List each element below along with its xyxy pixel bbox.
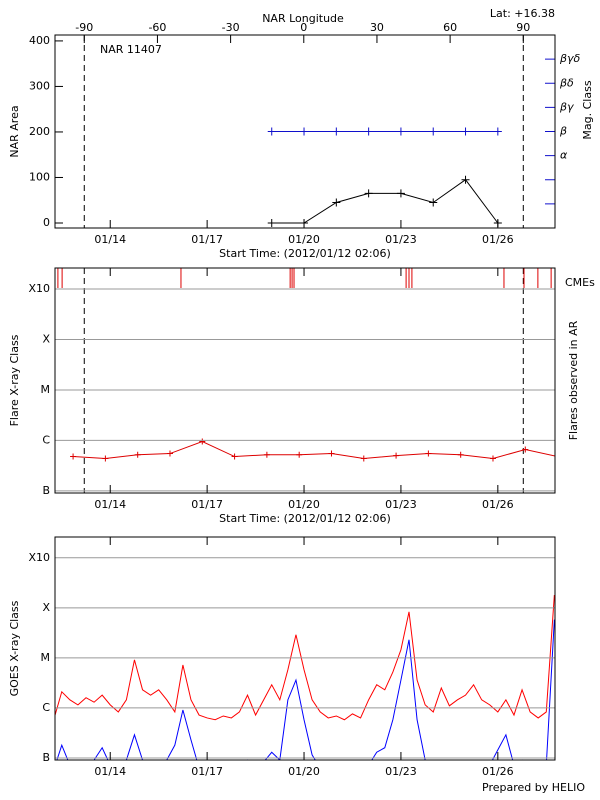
point-marker bbox=[360, 455, 367, 462]
y-tick-label: C bbox=[42, 433, 50, 446]
latitude-label: Lat: +16.38 bbox=[490, 7, 555, 20]
point-marker bbox=[267, 127, 276, 136]
x-tick-label: 01/23 bbox=[385, 765, 417, 778]
y-axis-label: GOES X-ray Class bbox=[8, 600, 21, 696]
x-tick-label: 01/26 bbox=[482, 233, 514, 246]
x-tick-label: 01/23 bbox=[385, 233, 417, 246]
x2-tick-label: -30 bbox=[222, 21, 240, 34]
plot-frame bbox=[54, 267, 556, 494]
x2-axis-label: NAR Longitude bbox=[262, 12, 344, 25]
point-marker bbox=[429, 198, 438, 207]
point-marker bbox=[457, 451, 464, 458]
point-marker bbox=[461, 127, 470, 136]
y-tick-label: X bbox=[42, 601, 50, 614]
plot-area bbox=[55, 595, 555, 760]
y-tick-label: M bbox=[41, 383, 51, 396]
y-tick-label: 0 bbox=[43, 216, 50, 229]
y-axis-label: NAR Area bbox=[8, 105, 21, 157]
x-tick-label: 01/17 bbox=[191, 498, 223, 511]
y2-tick-label: βγδ bbox=[559, 52, 581, 65]
point-marker bbox=[296, 451, 303, 458]
footer: Prepared by HELIO bbox=[482, 781, 585, 794]
cme-label: CMEs bbox=[565, 276, 595, 289]
y2-axis-label: Mag. Class bbox=[581, 80, 594, 139]
point-marker bbox=[328, 450, 335, 457]
point-marker bbox=[267, 218, 276, 227]
plot-area bbox=[83, 35, 524, 228]
point-marker bbox=[393, 452, 400, 459]
y-tick-label: M bbox=[41, 651, 51, 664]
point-marker bbox=[199, 438, 206, 445]
point-marker bbox=[461, 175, 470, 184]
series-line bbox=[73, 441, 555, 459]
x2-tick-label: 30 bbox=[370, 21, 384, 34]
x-tick-label: 01/26 bbox=[482, 498, 514, 511]
x2-tick-label: -60 bbox=[148, 21, 166, 34]
x-tick-label: 01/23 bbox=[385, 498, 417, 511]
plot-area bbox=[57, 268, 555, 493]
y2-tick-label: β bbox=[559, 125, 567, 138]
point-marker bbox=[231, 453, 238, 460]
x2-tick-label: 0 bbox=[300, 21, 307, 34]
x-axis-label: Start Time: (2012/01/12 02:06) bbox=[219, 512, 391, 525]
point-marker bbox=[263, 451, 270, 458]
y-tick-label: B bbox=[42, 484, 50, 497]
y-tick-label: X10 bbox=[28, 551, 50, 564]
series-line bbox=[55, 595, 555, 721]
y2-tick-label: α bbox=[560, 149, 568, 162]
y2-tick-label: βδ bbox=[559, 76, 574, 89]
y-tick-label: 400 bbox=[29, 34, 50, 47]
point-marker bbox=[134, 451, 141, 458]
x-tick-label: 01/14 bbox=[94, 498, 126, 511]
y-tick-label: 100 bbox=[29, 170, 50, 183]
x-axis-label: Start Time: (2012/01/12 02:06) bbox=[219, 247, 391, 260]
point-marker bbox=[102, 455, 109, 462]
series-line bbox=[56, 619, 555, 760]
y2-axis-label: Flares observed in AR bbox=[567, 320, 580, 440]
point-marker bbox=[396, 127, 405, 136]
y2-tick-label: βγ bbox=[559, 100, 574, 113]
plot-frame bbox=[54, 34, 556, 229]
y-tick-label: 300 bbox=[29, 79, 50, 92]
x-tick-label: 01/14 bbox=[94, 765, 126, 778]
y-axis-label: Flare X-ray Class bbox=[8, 334, 21, 426]
x-tick-label: 01/20 bbox=[288, 765, 320, 778]
plot-frame bbox=[54, 536, 556, 761]
point-marker bbox=[493, 127, 502, 136]
point-marker bbox=[364, 189, 373, 198]
y-tick-label: X10 bbox=[28, 282, 50, 295]
y-tick-label: B bbox=[42, 751, 50, 764]
point-marker bbox=[522, 446, 529, 453]
point-marker bbox=[332, 198, 341, 207]
series-line bbox=[271, 179, 499, 224]
x-tick-label: 01/20 bbox=[288, 233, 320, 246]
point-marker bbox=[425, 450, 432, 457]
x-tick-label: 01/26 bbox=[482, 765, 514, 778]
point-marker bbox=[489, 455, 496, 462]
x2-tick-label: 60 bbox=[443, 21, 457, 34]
point-marker bbox=[364, 127, 373, 136]
x-tick-label: 01/14 bbox=[94, 233, 126, 246]
x-tick-label: 01/17 bbox=[191, 233, 223, 246]
y-tick-label: 200 bbox=[29, 125, 50, 138]
point-marker bbox=[396, 189, 405, 198]
point-marker bbox=[166, 450, 173, 457]
region-annotation: NAR 11407 bbox=[100, 43, 162, 56]
y-tick-label: C bbox=[42, 701, 50, 714]
x2-tick-label: -90 bbox=[75, 21, 93, 34]
x-tick-label: 01/17 bbox=[191, 765, 223, 778]
point-marker bbox=[332, 127, 341, 136]
x-tick-label: 01/20 bbox=[288, 498, 320, 511]
y-tick-label: X bbox=[42, 332, 50, 345]
point-marker bbox=[300, 127, 309, 136]
x2-tick-label: 90 bbox=[516, 21, 530, 34]
point-marker bbox=[70, 453, 77, 460]
point-marker bbox=[429, 127, 438, 136]
